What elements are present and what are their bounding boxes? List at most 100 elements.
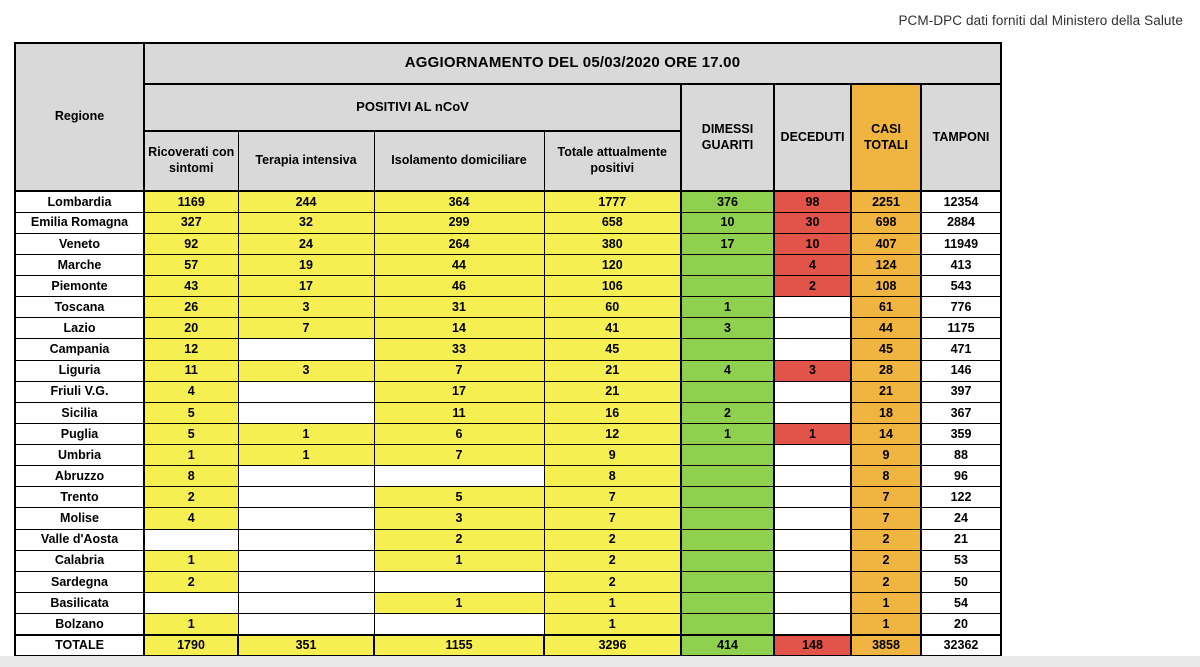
- data-cell: 32: [237, 211, 375, 234]
- data-cell: 98: [773, 190, 852, 213]
- data-cell: 6: [373, 422, 545, 446]
- data-cell: 4: [143, 380, 239, 403]
- data-cell: 2: [543, 528, 682, 551]
- table-row: Sicilia 5 11 16 2 18 367: [14, 401, 1002, 424]
- region-name: Sardegna: [14, 570, 145, 593]
- data-cell: [680, 570, 775, 593]
- region-name: Marche: [14, 253, 145, 277]
- data-cell: 8: [543, 465, 682, 488]
- positivi-group-header: POSITIVI AL nCoV: [143, 83, 682, 132]
- data-cell: 44: [373, 253, 545, 277]
- deceduti-header: DECEDUTI: [773, 83, 852, 192]
- region-name: Abruzzo: [14, 465, 145, 488]
- data-cell: 2: [850, 570, 922, 593]
- region-name: Umbria: [14, 443, 145, 467]
- table-row: Liguria 11 3 7 21 4 3 28 146: [14, 359, 1002, 382]
- data-cell: [680, 591, 775, 615]
- data-cell: [773, 612, 852, 636]
- region-name: Friuli V.G.: [14, 380, 145, 403]
- data-cell: 146: [920, 359, 1002, 382]
- data-cell: 1: [680, 422, 775, 446]
- table-body: Lombardia 1169 244 364 1777 376 98 2251 12354 Emi…: [14, 190, 1002, 657]
- data-cell: 4: [143, 507, 239, 530]
- data-cell: 1: [373, 549, 545, 572]
- data-cell: [773, 296, 852, 319]
- data-cell: 2251: [850, 190, 922, 213]
- data-cell: 124: [850, 253, 922, 277]
- data-cell: 2884: [920, 211, 1002, 234]
- data-cell: 19: [237, 253, 375, 277]
- table-row: Basilicata 1 1 1 54: [14, 591, 1002, 615]
- data-cell: 1: [237, 443, 375, 467]
- data-cell: 414: [680, 633, 775, 657]
- sub-header-row: Ricoverati con sintomi Terapia intensiva…: [15, 130, 1001, 192]
- data-cell: 1: [373, 591, 545, 615]
- table-row: Friuli V.G. 4 17 21 21 397: [14, 380, 1002, 403]
- region-name: TOTALE: [14, 633, 145, 657]
- data-cell: 8: [850, 465, 922, 488]
- data-cell: 3: [373, 507, 545, 530]
- data-cell: [237, 507, 375, 530]
- data-cell: [773, 317, 852, 340]
- data-cell: [143, 528, 239, 551]
- dimessi-guariti-header: DIMESSI GUARITI: [680, 83, 775, 192]
- table-row: Marche 57 19 44 120 4 124 413: [14, 253, 1002, 277]
- region-name: Campania: [14, 338, 145, 361]
- ricoverati-header: Ricoverati con sintomi: [143, 130, 239, 192]
- data-cell: 2: [143, 570, 239, 593]
- group-header-row: POSITIVI AL nCoV DIMESSI GUARITI DECEDUT…: [15, 83, 1002, 192]
- data-cell: 53: [920, 549, 1002, 572]
- region-name: Sicilia: [14, 401, 145, 424]
- table-row: Calabria 1 1 2 2 53: [14, 549, 1002, 572]
- tamponi-header: TAMPONI: [920, 83, 1002, 192]
- data-cell: 26: [143, 296, 239, 319]
- region-name: Calabria: [14, 549, 145, 572]
- data-cell: 1: [543, 612, 682, 636]
- data-cell: 658: [543, 211, 682, 234]
- data-cell: 20: [920, 612, 1002, 636]
- data-cell: 413: [920, 253, 1002, 277]
- data-cell: 21: [543, 380, 682, 403]
- table-row: Campania 12 33 45 45 471: [14, 338, 1002, 361]
- data-cell: [373, 570, 545, 593]
- data-cell: 7: [850, 507, 922, 530]
- table-row: Toscana 26 3 31 60 1 61 776: [14, 296, 1002, 319]
- data-cell: 2: [143, 486, 239, 509]
- data-cell: 11: [373, 401, 545, 424]
- table-row: Bolzano 1 1 1 20: [14, 612, 1002, 636]
- data-cell: [373, 465, 545, 488]
- data-cell: 327: [143, 211, 239, 234]
- data-cell: 7: [850, 486, 922, 509]
- data-cell: 351: [237, 633, 375, 657]
- region-name: Molise: [14, 507, 145, 530]
- data-cell: [773, 507, 852, 530]
- data-cell: 3: [773, 359, 852, 382]
- data-cell: 30: [773, 211, 852, 234]
- data-cell: 88: [920, 443, 1002, 467]
- data-cell: 264: [373, 232, 545, 255]
- region-name: Emilia Romagna: [14, 211, 145, 234]
- data-cell: [773, 338, 852, 361]
- data-cell: 12: [543, 422, 682, 446]
- data-cell: 364: [373, 190, 545, 213]
- data-cell: [773, 401, 852, 424]
- region-name: Basilicata: [14, 591, 145, 615]
- region-name: Valle d'Aosta: [14, 528, 145, 551]
- data-cell: [773, 549, 852, 572]
- data-cell: [237, 486, 375, 509]
- data-cell: 7: [543, 507, 682, 530]
- data-cell: 1: [143, 443, 239, 467]
- data-cell: 2: [850, 528, 922, 551]
- table-row: Abruzzo 8 8 8 96: [14, 465, 1002, 488]
- data-cell: [773, 528, 852, 551]
- data-cell: [237, 612, 375, 636]
- data-cell: 122: [920, 486, 1002, 509]
- data-cell: 20: [143, 317, 239, 340]
- table-header: Regione AGGIORNAMENTO DEL 05/03/2020 ORE…: [14, 42, 1002, 192]
- data-cell: 299: [373, 211, 545, 234]
- data-cell: 2: [373, 528, 545, 551]
- data-cell: 3: [680, 317, 775, 340]
- title-row: Regione AGGIORNAMENTO DEL 05/03/2020 ORE…: [14, 42, 1002, 192]
- data-cell: [680, 380, 775, 403]
- data-cell: [237, 528, 375, 551]
